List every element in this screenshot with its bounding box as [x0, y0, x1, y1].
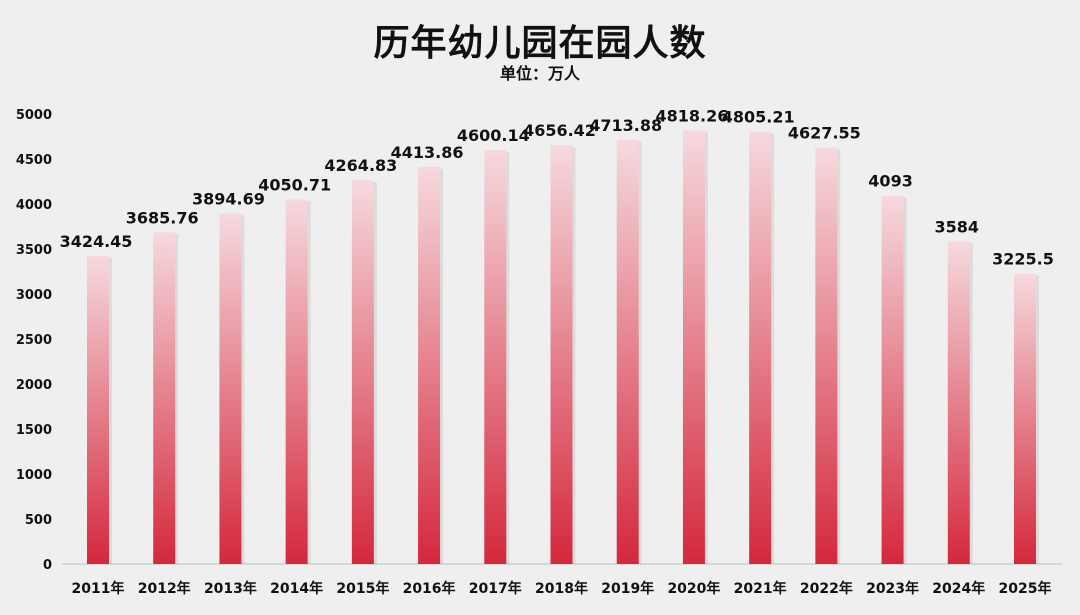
bar: [219, 213, 242, 564]
bar-value-label: 4413.86: [391, 143, 464, 162]
y-tick-label: 4500: [16, 153, 52, 168]
y-tick-label: 3000: [16, 288, 52, 303]
x-category-label: 2023年: [866, 580, 919, 597]
bar-value-label: 3584: [935, 217, 980, 236]
y-tick-label: 2500: [16, 333, 52, 348]
x-category-label: 2017年: [469, 580, 522, 597]
labels-layer: 3424.45 2011年 3685.76 2012年 3894.69 2013年 4050…: [60, 106, 1054, 597]
bar: [484, 149, 507, 564]
y-tick-label: 4000: [16, 198, 52, 213]
x-category-label: 2013年: [204, 580, 257, 597]
bar: [749, 131, 772, 564]
bar: [550, 144, 573, 565]
x-category-label: 2014年: [270, 580, 323, 597]
x-category-label: 2018年: [535, 580, 588, 597]
bar-value-label: 4805.21: [722, 108, 795, 127]
bar-value-label: 3424.45: [60, 232, 133, 251]
y-tick-label: 1000: [16, 468, 52, 483]
bar: [87, 255, 109, 564]
bar-value-label: 4264.83: [324, 156, 397, 175]
y-tick-label: 1500: [16, 423, 52, 438]
bar-value-label: 3685.76: [126, 208, 199, 227]
x-category-label: 2022年: [800, 580, 853, 597]
y-tick-label: 500: [25, 513, 52, 528]
chart-subtitle: 单位：万人: [499, 64, 580, 83]
bar-value-label: 4093: [868, 172, 913, 191]
x-category-label: 2012年: [138, 580, 191, 597]
bar: [881, 195, 904, 564]
x-category-label: 2025年: [999, 580, 1052, 597]
bar: [616, 139, 639, 564]
x-category-label: 2011年: [72, 580, 125, 597]
x-category-label: 2016年: [403, 580, 456, 597]
bar: [815, 147, 838, 564]
bar: [285, 199, 308, 564]
bar: [351, 180, 374, 565]
bar: [947, 241, 970, 564]
bar: [153, 232, 176, 564]
bar-value-label: 4818.26: [655, 106, 728, 125]
y-tick-label: 0: [43, 558, 52, 573]
bar-value-label: 4600.14: [457, 126, 530, 145]
x-category-label: 2019年: [601, 580, 654, 597]
bar-value-label: 4656.42: [523, 121, 596, 140]
x-category-label: 2024年: [932, 580, 985, 597]
bar: [418, 166, 441, 564]
bar-value-label: 4050.71: [258, 175, 331, 194]
y-tick-label: 3500: [16, 243, 52, 258]
bar: [1014, 273, 1036, 564]
y-tick-label: 2000: [16, 378, 52, 393]
chart-title: 历年幼儿园在园人数: [373, 23, 707, 64]
bar-value-label: 4713.88: [589, 116, 662, 135]
x-category-label: 2015年: [336, 580, 389, 597]
bar: [682, 130, 705, 564]
bar-value-label: 3894.69: [192, 189, 265, 208]
x-category-label: 2021年: [734, 580, 787, 597]
bars-layer: [87, 130, 1039, 565]
x-category-label: 2020年: [667, 580, 720, 597]
y-tick-label: 5000: [16, 108, 52, 123]
bar-value-label: 4627.55: [788, 124, 861, 143]
bar-value-label: 3225.5: [992, 250, 1054, 269]
